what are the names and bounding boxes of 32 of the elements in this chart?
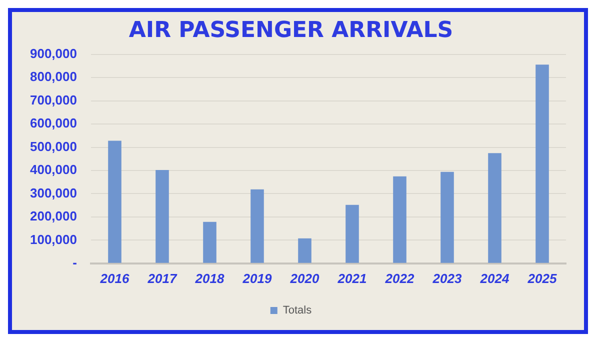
x-tick-label: 2017 xyxy=(146,270,178,286)
x-tick-label: 2020 xyxy=(289,270,320,286)
bar xyxy=(250,189,264,263)
y-tick-label: 600,000 xyxy=(30,116,77,131)
y-tick-label: 200,000 xyxy=(30,208,77,224)
bar xyxy=(156,170,169,263)
y-tick-label: 900,000 xyxy=(30,46,77,61)
bar xyxy=(346,204,359,263)
y-tick-label: 300,000 xyxy=(30,185,77,200)
y-tick-label: 700,000 xyxy=(30,92,77,108)
x-tick-label: 2025 xyxy=(526,270,558,286)
bar xyxy=(536,64,549,263)
x-tick-label: 2021 xyxy=(336,270,367,286)
bar xyxy=(108,140,122,263)
y-tick-label: 800,000 xyxy=(30,69,77,84)
bar xyxy=(203,222,216,263)
y-tick-label: - xyxy=(72,254,77,270)
bar xyxy=(393,176,406,263)
x-tick-label: 2022 xyxy=(384,270,415,286)
legend-label: Totals xyxy=(282,304,312,317)
x-tick-label: 2024 xyxy=(479,270,510,286)
bar xyxy=(440,172,454,263)
x-tick-label: 2023 xyxy=(432,270,462,286)
y-tick-label: 500,000 xyxy=(30,138,77,154)
x-tick-label: 2018 xyxy=(194,270,225,286)
bar xyxy=(488,153,502,263)
bar xyxy=(298,238,312,263)
chart-title: AIR PASSENGER ARRIVALS xyxy=(128,18,454,43)
x-tick-label: 2019 xyxy=(242,270,272,286)
x-tick-label: 2016 xyxy=(99,270,130,286)
y-tick-label: 100,000 xyxy=(30,232,77,247)
y-tick-label: 400,000 xyxy=(30,162,77,178)
